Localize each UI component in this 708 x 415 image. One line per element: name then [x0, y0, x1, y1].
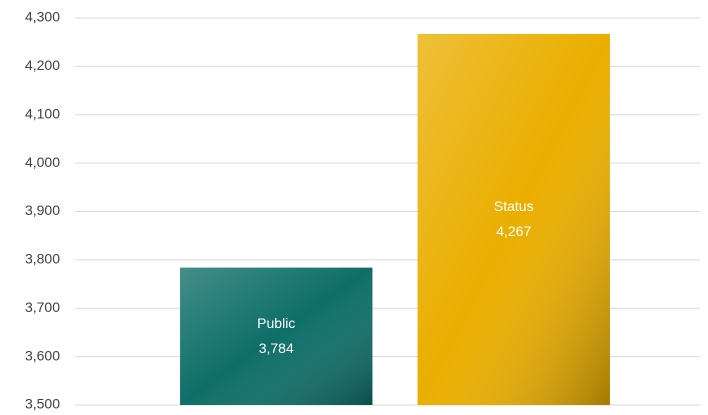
y-tick-label: 4,300	[25, 9, 60, 25]
bar-shade	[180, 267, 373, 405]
y-tick-label: 3,800	[25, 251, 60, 267]
y-tick-label: 3,600	[25, 347, 60, 363]
bar-shade	[417, 33, 610, 406]
bar-value-label: 4,267	[496, 223, 531, 239]
bar-category-label: Status	[494, 198, 534, 214]
y-tick-label: 4,100	[25, 105, 60, 121]
y-tick-label: 3,500	[25, 396, 60, 412]
y-tick-label: 4,200	[25, 57, 60, 73]
bar-value-label: 3,784	[259, 340, 294, 356]
y-tick-label: 4,000	[25, 154, 60, 170]
y-tick-label: 3,900	[25, 202, 60, 218]
y-tick-label: 3,700	[25, 299, 60, 315]
bar-category-label: Public	[257, 315, 295, 331]
